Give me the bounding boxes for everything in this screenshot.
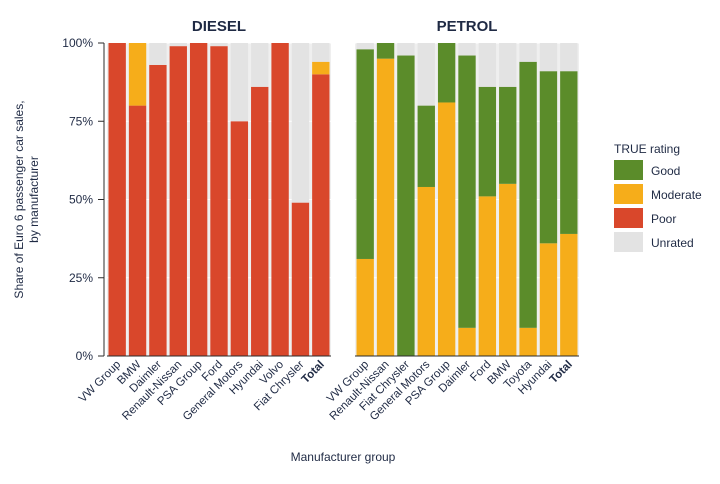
- legend-swatch-poor: [614, 208, 643, 228]
- bar-unrated-bmw: [499, 43, 517, 87]
- bar-moderate-bmw: [499, 183, 517, 356]
- y-axis-title: Share of Euro 6 passenger car sales,by m…: [12, 100, 41, 298]
- y-tick-label: 0%: [76, 349, 94, 363]
- bar-moderate-bmw: [128, 43, 147, 106]
- bar-poor-daimler: [149, 64, 167, 356]
- bar-poor-general-motors: [230, 121, 249, 356]
- bar-poor-ford: [210, 46, 228, 356]
- bar-moderate-psa-group: [437, 102, 456, 356]
- bar-good-hyundai: [539, 71, 558, 244]
- bar-good-total: [560, 71, 578, 234]
- bar-unrated-hyundai: [251, 43, 269, 87]
- x-axis-title: Manufacturer group: [291, 450, 396, 464]
- bar-moderate-vw-group: [356, 258, 374, 356]
- bar-good-psa-group: [437, 43, 456, 103]
- y-tick-label: 100%: [62, 36, 93, 50]
- bar-moderate-total: [312, 61, 330, 75]
- bar-unrated-total: [560, 43, 578, 72]
- bar-poor-hyundai: [251, 86, 269, 356]
- legend-swatch-unrated: [614, 232, 643, 252]
- bar-poor-vw-group: [108, 43, 126, 356]
- legend-label-poor: Poor: [651, 212, 676, 226]
- bar-unrated-general-motors: [230, 43, 249, 122]
- bar-poor-volvo: [271, 43, 289, 356]
- bar-unrated-toyota: [519, 43, 537, 62]
- panel-title: PETROL: [437, 18, 498, 35]
- y-axis: 0% 25% 50% 75% 100%: [62, 36, 105, 363]
- bar-unrated-hyundai: [539, 43, 558, 72]
- y-tick-label: 50%: [69, 193, 93, 207]
- legend-label-unrated: Unrated: [651, 236, 694, 250]
- bar-poor-renault-nissan: [169, 46, 187, 356]
- category-label: VW Group: [77, 359, 123, 405]
- bar-unrated-fiat-chrysler: [397, 43, 415, 56]
- bar-unrated-daimler: [458, 43, 476, 56]
- bar-good-ford: [478, 86, 497, 197]
- bar-good-fiat-chrysler: [397, 55, 415, 357]
- bar-good-vw-group: [356, 49, 374, 259]
- bar-poor-bmw: [128, 105, 147, 356]
- bar-poor-psa-group: [189, 43, 208, 356]
- bar-unrated-ford: [478, 43, 497, 87]
- legend-swatch-good: [614, 160, 643, 180]
- bar-unrated-vw-group: [356, 43, 374, 50]
- category-label: Total: [300, 359, 327, 386]
- panel-title: DIESEL: [192, 18, 246, 35]
- category-label: Total: [548, 359, 575, 386]
- bar-poor-total: [312, 74, 330, 357]
- legend-label-good: Good: [651, 164, 680, 178]
- bar-moderate-total: [560, 233, 578, 356]
- bar-good-bmw: [499, 86, 517, 184]
- bar-moderate-hyundai: [539, 243, 558, 356]
- bar-moderate-ford: [478, 196, 497, 356]
- bar-good-renault-nissan: [376, 43, 395, 59]
- bar-unrated-daimler: [149, 43, 167, 65]
- bar-moderate-general-motors: [417, 186, 435, 356]
- legend-title: TRUE rating: [614, 142, 680, 156]
- legend: TRUE rating Good Moderate Poor Unrated: [614, 142, 702, 252]
- bar-unrated-total: [312, 43, 330, 62]
- legend-swatch-moderate: [614, 184, 643, 204]
- bar-unrated-renault-nissan: [169, 43, 187, 47]
- bar-good-toyota: [519, 61, 537, 328]
- y-tick-label: 75%: [69, 114, 93, 128]
- bar-moderate-daimler: [458, 327, 476, 356]
- bar-moderate-renault-nissan: [376, 58, 395, 357]
- bar-good-daimler: [458, 55, 476, 328]
- bar-good-general-motors: [417, 105, 435, 187]
- bar-unrated-ford: [210, 43, 228, 47]
- bar-unrated-fiat-chrysler: [291, 43, 310, 203]
- legend-label-moderate: Moderate: [651, 188, 702, 202]
- bar-poor-fiat-chrysler: [291, 202, 310, 356]
- bar-unrated-general-motors: [417, 43, 435, 106]
- y-tick-label: 25%: [69, 271, 93, 285]
- bar-moderate-toyota: [519, 327, 537, 356]
